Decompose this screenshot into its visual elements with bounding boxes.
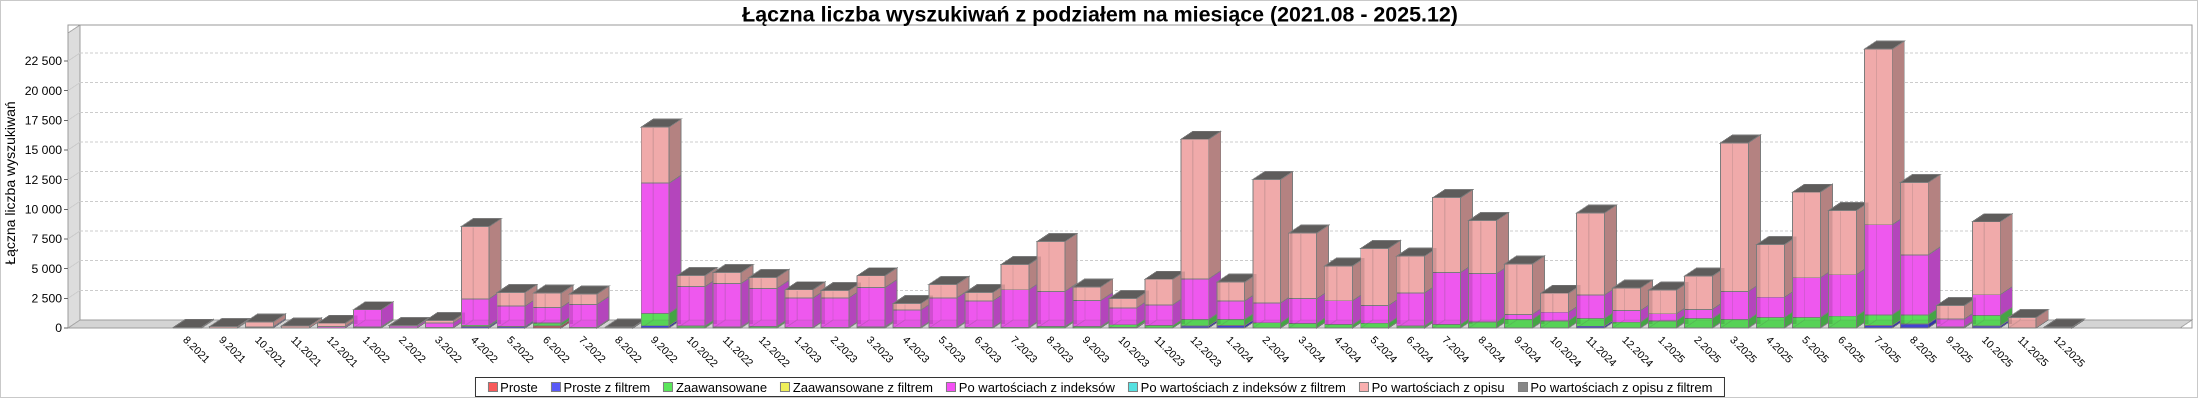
svg-text:Łączna liczba wyszukiwań z pod: Łączna liczba wyszukiwań z podziałem na … (742, 3, 1458, 27)
svg-text:10 000: 10 000 (25, 203, 62, 217)
svg-text:12 500: 12 500 (25, 173, 62, 187)
svg-text:20 000: 20 000 (25, 84, 62, 98)
svg-text:5 000: 5 000 (32, 262, 63, 276)
svg-text:22 500: 22 500 (25, 54, 62, 68)
svg-text:15 000: 15 000 (25, 143, 62, 157)
svg-text:7 500: 7 500 (32, 232, 63, 246)
svg-text:17 500: 17 500 (25, 114, 62, 128)
svg-text:Łączna liczba wyszukiwań: Łączna liczba wyszukiwań (2, 101, 18, 264)
svg-text:2 500: 2 500 (32, 292, 63, 306)
svg-text:0: 0 (55, 321, 62, 335)
